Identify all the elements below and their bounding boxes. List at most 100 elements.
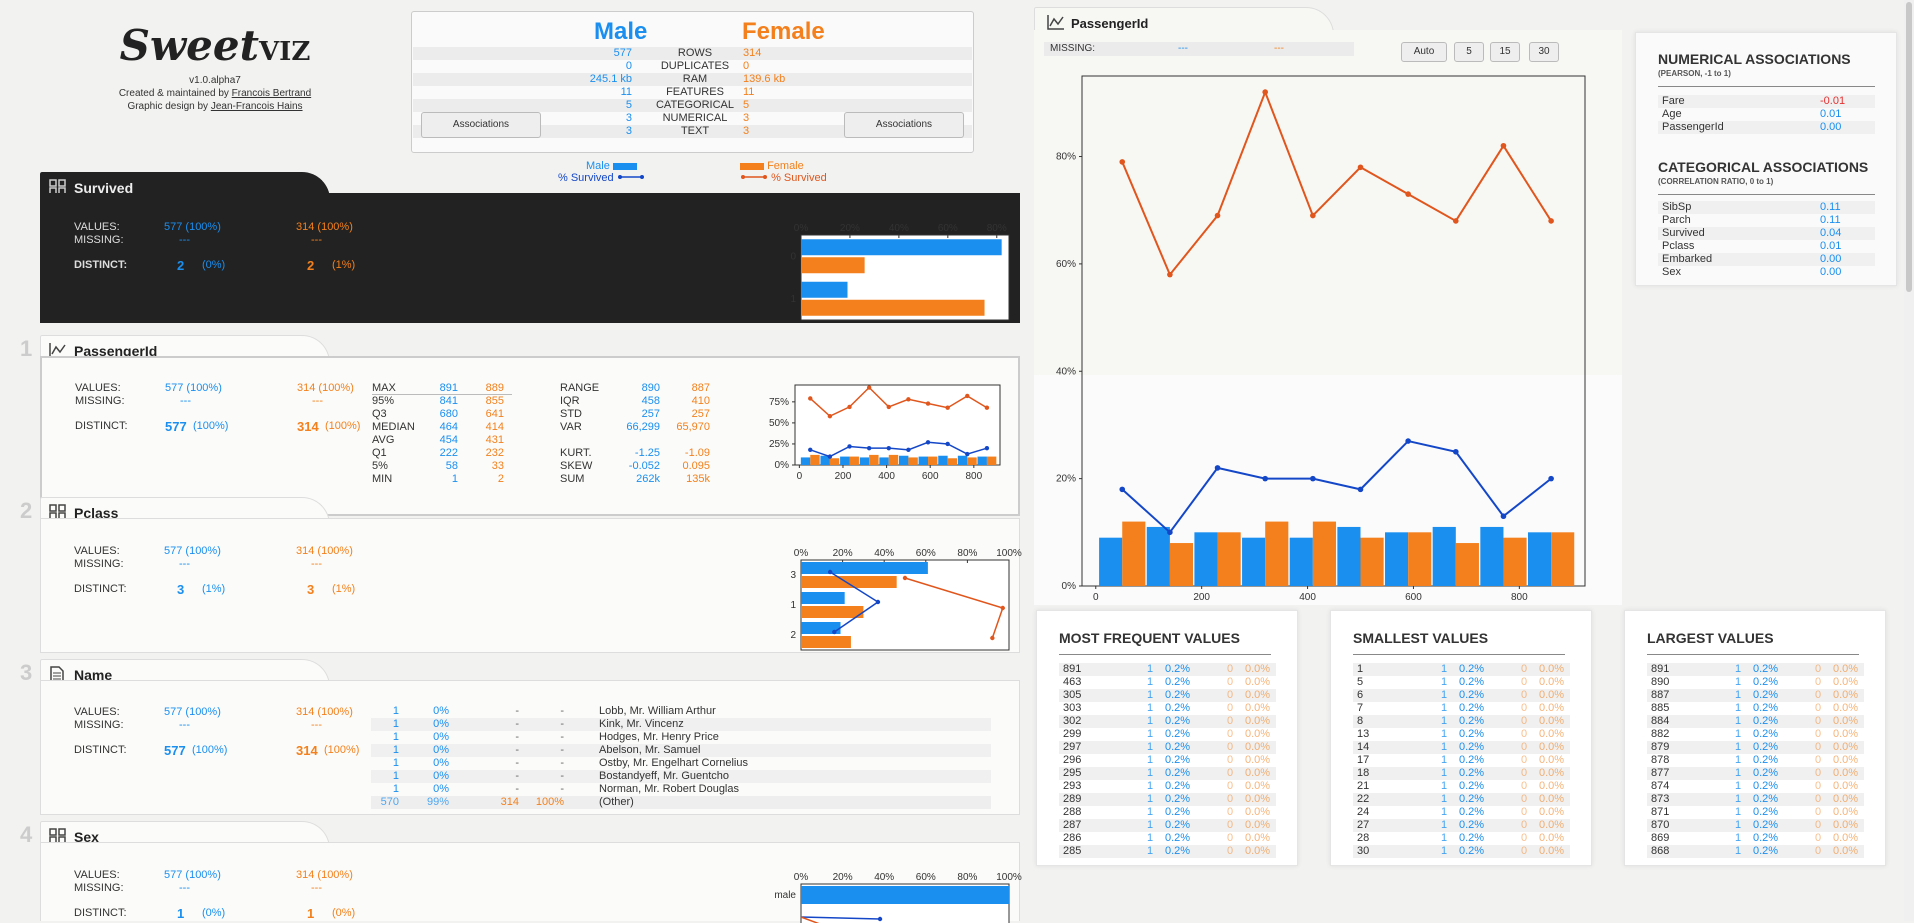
bin-button-5[interactable]: 5 <box>1454 42 1484 62</box>
stat-row: IQR 458 410 <box>560 395 710 408</box>
assoc-feature: Survived <box>1662 227 1705 239</box>
feature-card-name[interactable]: VALUES: 577 (100%) 314 (100%) MISSING: --- -… <box>40 680 1020 815</box>
freq-value: 305 <box>1063 689 1082 701</box>
summary-cell: 0 <box>625 60 632 72</box>
freq-row: 288 1 0.2% 0 0.0% <box>1059 806 1276 819</box>
x-tick-label: 100% <box>996 548 1022 559</box>
name-cell: - <box>515 770 519 782</box>
bar-male <box>801 886 1009 904</box>
freq-value: 18 <box>1357 767 1370 779</box>
freq-row: 297 1 0.2% 0 0.0% <box>1059 741 1276 754</box>
assoc-feature: Sex <box>1662 266 1681 278</box>
survived-point <box>945 405 950 410</box>
bin-button-15[interactable]: 15 <box>1490 42 1520 62</box>
stat-male: 454 <box>439 434 458 446</box>
x-tick-label: 800 <box>1511 592 1528 603</box>
feature-card-sex[interactable]: VALUES: 577 (100%) 314 (100%) MISSING: --- -… <box>40 842 1022 923</box>
freq-row: 877 1 0.2% 0 0.0% <box>1647 767 1864 780</box>
stat-female: 889 <box>485 382 504 394</box>
name-cell: 0% <box>433 718 449 730</box>
distinct-row: DISTINCT: 1 (0%) 1 (0%) <box>74 906 356 921</box>
freq-count-male: 1 <box>1441 741 1448 753</box>
largest-values-panel: LARGEST VALUES 891 1 0.2% 0 0.0% 890 1 0.2% 0 0.0… <box>1624 610 1886 866</box>
stat-label: 95% <box>372 395 395 407</box>
bar-male <box>1337 526 1361 586</box>
feature-card-survived[interactable]: VALUES: 577 (100%) 314 (100%) MISSING: --- -… <box>40 193 1020 323</box>
associations-button-female[interactable]: Associations <box>844 112 964 138</box>
survived-line <box>1121 89 1552 277</box>
numerical-icon <box>1047 15 1064 30</box>
freq-pct-female: 0.0% <box>1245 689 1271 701</box>
freq-count-male: 1 <box>1735 767 1742 779</box>
freq-count-female: 0 <box>1521 715 1528 727</box>
stat-female: 65,970 <box>676 421 710 433</box>
freq-count-male: 1 <box>1735 715 1742 727</box>
freq-pct-female: 0.0% <box>1539 663 1565 675</box>
freq-count-female: 0 <box>1227 702 1234 714</box>
freq-row: 6 1 0.2% 0 0.0% <box>1353 689 1570 702</box>
author-link[interactable]: Francois Bertrand <box>231 88 312 99</box>
summary-cell: 245.1 kb <box>589 73 632 85</box>
survived-point <box>1500 142 1507 149</box>
female-header: Female <box>742 18 825 45</box>
summary-cell: 11 <box>743 86 755 98</box>
freq-count-female: 0 <box>1227 676 1234 688</box>
x-tick-label: 400 <box>1299 592 1316 603</box>
freq-count-male: 1 <box>1735 832 1742 844</box>
bin-button-30[interactable]: 30 <box>1529 42 1559 62</box>
freq-pct-male: 0.2% <box>1753 715 1779 727</box>
survived-point <box>847 444 852 449</box>
stat-female: 641 <box>485 408 504 420</box>
freq-pct-female: 0.0% <box>1539 741 1565 753</box>
y-tick-label: 25% <box>769 439 789 450</box>
plot-area <box>1081 75 1586 587</box>
feature-card-pclass[interactable]: VALUES: 577 (100%) 314 (100%) MISSING: --- -… <box>40 518 1022 653</box>
freq-count-male: 1 <box>1147 676 1154 688</box>
name-cell: - <box>515 757 519 769</box>
bar-female <box>801 606 864 618</box>
freq-pct-female: 0.0% <box>1833 728 1859 740</box>
freq-pct-female: 0.0% <box>1245 780 1271 792</box>
freq-pct-female: 0.0% <box>1245 845 1271 857</box>
freq-count-male: 1 <box>1441 754 1448 766</box>
x-tick-label: 0% <box>794 223 809 234</box>
freq-count-female: 0 <box>1227 806 1234 818</box>
freq-count-male: 1 <box>1441 845 1448 857</box>
scrollbar-thumb[interactable] <box>1906 2 1912 292</box>
freq-pct-female: 0.0% <box>1833 754 1859 766</box>
assoc-row: Sex 0.00 <box>1658 266 1875 279</box>
feature-card-passengerid[interactable]: VALUES: 577 (100%) 314 (100%) MISSING: --- -… <box>40 356 1020 516</box>
freq-pct-female: 0.0% <box>1833 689 1859 701</box>
bar-female <box>947 458 958 465</box>
designer-link[interactable]: Jean-Francois Hains <box>210 101 303 112</box>
pclass-bar-chart: 0% 20% 40% 60% 80% 100% 3 1 2 <box>790 548 1022 651</box>
detail-title: PassengerId <box>1071 16 1149 31</box>
summary-row: 11 FEATURES 11 <box>413 86 972 99</box>
scrollbar-track[interactable] <box>1904 0 1914 921</box>
name-cell: - <box>560 705 564 717</box>
assoc-row: PassengerId 0.00 <box>1658 121 1875 134</box>
associations-button-male[interactable]: Associations <box>421 112 541 138</box>
freq-count-male: 1 <box>1735 689 1742 701</box>
x-tick-label: 80% <box>957 872 977 883</box>
bar-male <box>801 592 845 604</box>
freq-value: 17 <box>1357 754 1370 766</box>
freq-row: 14 1 0.2% 0 0.0% <box>1353 741 1570 754</box>
bar-female <box>1265 521 1289 586</box>
assoc-row: Embarked 0.00 <box>1658 253 1875 266</box>
freq-count-female: 0 <box>1227 715 1234 727</box>
logo: SweetVIZ v1.0.alpha7 Created & maintaine… <box>115 24 315 113</box>
freq-pct-female: 0.0% <box>1539 806 1565 818</box>
freq-value: 285 <box>1063 845 1082 857</box>
stat-label: Q3 <box>372 408 387 420</box>
stat-row: 95% 841 855 <box>372 395 512 408</box>
freq-pct-female: 0.0% <box>1833 832 1859 844</box>
freq-pct-female: 0.0% <box>1245 741 1271 753</box>
freq-pct-female: 0.0% <box>1833 819 1859 831</box>
category-label: 1 <box>790 600 796 611</box>
category-label: 3 <box>790 570 796 581</box>
bar-female <box>986 456 997 465</box>
stat-label: SKEW <box>560 460 593 472</box>
freq-count-male: 1 <box>1735 754 1742 766</box>
bin-button-auto[interactable]: Auto <box>1401 42 1447 62</box>
